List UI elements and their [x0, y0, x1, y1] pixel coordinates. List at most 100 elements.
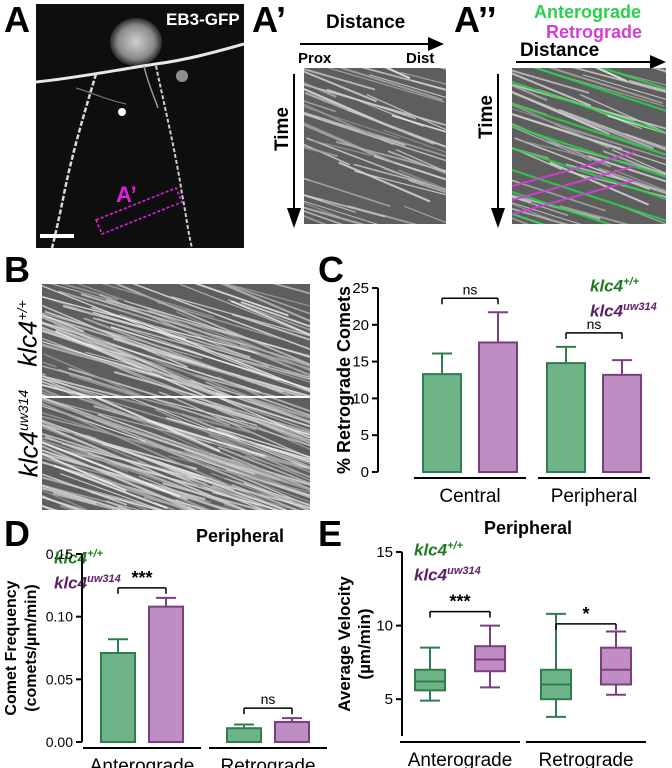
y-tick-label: 10	[352, 390, 369, 407]
b-row1-genotype: klc4+/+	[13, 294, 44, 374]
kymoB2-streak	[44, 435, 248, 510]
b-row1-sup: +/+	[13, 300, 30, 321]
legend-e: klc4+/+ klc4uw314	[414, 536, 481, 585]
kymo1-streak	[304, 68, 376, 91]
kymoB2-streak	[42, 505, 59, 510]
kymo2-antero-trace	[512, 190, 613, 224]
kymoB1-streak	[272, 284, 310, 295]
kymo2-streak	[548, 68, 663, 105]
b-row1-gene: klc4	[12, 320, 43, 367]
kymoB2-streak	[215, 408, 310, 450]
legend-anterograde: Anterograde	[534, 2, 642, 22]
kymo1-streak	[361, 68, 446, 91]
kymo2-streak	[602, 150, 666, 177]
kymo2-streak	[512, 113, 666, 166]
kymoB2-streak	[243, 398, 310, 424]
kymoB1-streak	[217, 376, 263, 396]
kymoB2-svg	[42, 398, 310, 510]
kymoB1-streak	[42, 313, 85, 333]
kymo1-streak	[304, 206, 365, 224]
kymo2-streak	[546, 141, 666, 175]
kymoB2-streak	[258, 398, 310, 417]
kymoB2-streak	[139, 439, 310, 510]
kymoB1-streak	[237, 375, 294, 396]
kymoB1-streak	[231, 313, 310, 341]
kymo1-streak	[345, 124, 446, 157]
kymo2-retro-trace	[512, 179, 636, 215]
panel-label-a2: A’’	[454, 0, 497, 40]
kymo1-streak	[304, 201, 341, 219]
b-row2-genotype: klc4uw314	[14, 379, 45, 489]
kymo2-streak	[628, 79, 666, 92]
kymo2-antero-trace	[512, 102, 666, 156]
kymoB1-streak	[42, 327, 153, 372]
kymoB2-streak	[42, 495, 83, 510]
kymoB2-streak	[114, 398, 253, 434]
kymoB2-streak	[42, 432, 207, 485]
kymoB2-streak	[237, 474, 310, 507]
panel-label-a1: A’	[252, 0, 287, 40]
y-axis-label: Comet Frequency	[3, 580, 20, 715]
kymo2-streak	[512, 122, 612, 168]
kymoB2-streak	[227, 400, 310, 432]
kymoB1-streak	[113, 371, 202, 396]
kymoB1-streak	[80, 293, 310, 367]
kymo2-retro-trace	[512, 165, 636, 201]
kymoB2-streak	[42, 486, 97, 505]
kymo1-streak	[395, 149, 446, 173]
kymoB1-streak	[205, 381, 244, 396]
kymoB2-streak	[42, 426, 152, 471]
kymo1-streak	[384, 68, 411, 80]
kymoB2-streak	[53, 464, 168, 510]
kymo1-streak	[313, 139, 372, 157]
group-label: Central	[439, 486, 500, 507]
y-tick-label: 5	[361, 427, 369, 444]
kymo2-streak	[597, 167, 666, 194]
kymo1-streak	[304, 200, 379, 224]
kymoB2-streak	[42, 444, 193, 510]
kymoB1-streak	[92, 317, 310, 381]
kymo2-retro-trace	[512, 151, 636, 187]
kymo1-streak	[304, 111, 406, 147]
y-axis-label-units: (comets/µm/min)	[23, 584, 40, 711]
kymoB1-streak	[134, 319, 310, 392]
kymoB1-streak	[171, 378, 221, 396]
b-row2-gene: klc4	[13, 431, 44, 478]
dist-label: Dist	[406, 50, 435, 67]
kymoB1-streak	[194, 284, 289, 317]
kymoB2-streak	[217, 398, 310, 439]
legend-e-mut: klc4uw314	[414, 564, 481, 585]
kymoB1-streak	[227, 298, 310, 331]
kymograph-a2	[512, 68, 666, 224]
kymo2-streak	[512, 72, 592, 107]
kymo2-streak	[512, 203, 552, 221]
kymoB1-streak	[42, 365, 93, 381]
kymoB1-streak	[99, 293, 269, 367]
kymoB2-streak	[147, 419, 266, 458]
kymoB2-streak	[42, 419, 234, 491]
kymo2-streak	[624, 133, 666, 149]
kymo1-streak	[391, 114, 446, 133]
kymoB1-streak	[59, 284, 119, 301]
kymoB2-streak	[182, 479, 302, 510]
y-axis-label: % Retrograde Comets	[334, 286, 354, 474]
kymoB1-streak	[42, 330, 153, 365]
kymoB2-streak	[42, 489, 87, 510]
kymoB1-streak	[100, 284, 215, 318]
kymo2-streak	[625, 179, 666, 195]
legend-c-mut: klc4uw314	[590, 300, 657, 321]
kymo1-streak	[383, 167, 446, 192]
kymo1-streak	[373, 155, 446, 181]
kymo1-streak	[338, 161, 431, 203]
y-tick-label: 5	[385, 691, 393, 708]
kymoB2-streak	[162, 482, 264, 510]
kymo1-streak	[304, 177, 391, 208]
kymo2-streak	[512, 108, 617, 144]
roi-label: A’	[116, 182, 137, 207]
bar	[148, 605, 184, 743]
kymo1-distance-header: Distance	[326, 12, 406, 33]
kymoB1-streak	[43, 353, 145, 396]
kymo2-antero-trace	[512, 124, 666, 178]
kymoB2-streak	[169, 468, 264, 510]
kymoB1-streak	[114, 284, 310, 366]
